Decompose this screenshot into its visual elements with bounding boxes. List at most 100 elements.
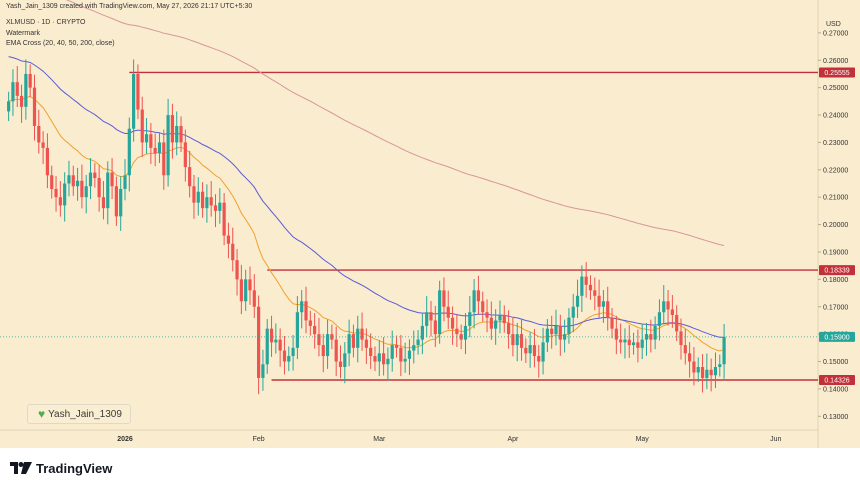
candle-body — [170, 115, 175, 143]
candle-body — [619, 339, 623, 343]
candle-body — [287, 356, 291, 362]
candle-body — [226, 235, 231, 244]
indicator-label[interactable]: EMA Cross (20, 40, 50, 200, close) — [6, 40, 115, 47]
current-price-tag — [819, 331, 855, 342]
candle-body — [28, 73, 32, 88]
candle-body — [502, 314, 506, 324]
candle-body — [369, 347, 373, 357]
candle-body — [114, 186, 118, 217]
candle-body — [498, 314, 502, 321]
candle-body — [511, 334, 515, 346]
candle-body — [705, 369, 709, 378]
candle-body — [75, 180, 80, 187]
candle-body — [588, 284, 593, 291]
y-tick-label: 0.19000 — [823, 249, 848, 256]
candle-body — [399, 347, 403, 362]
candle-body — [300, 301, 304, 313]
candle-body — [528, 345, 532, 354]
candle-body — [123, 175, 127, 189]
candle-body — [63, 183, 67, 206]
candle-body — [584, 276, 588, 285]
candle-body — [235, 260, 239, 280]
symbol-label[interactable]: XLMUSD · 1D · CRYPTO — [6, 19, 86, 26]
candle-body — [351, 334, 356, 348]
candle-body — [330, 334, 334, 340]
candle-body — [377, 353, 381, 362]
candle-body — [644, 334, 649, 340]
y-tick-label: 0.25000 — [823, 85, 848, 92]
footer-background — [0, 448, 860, 483]
level-price-tag — [819, 265, 855, 276]
candle-body — [696, 367, 700, 373]
candle-body — [325, 334, 330, 357]
candle-body — [32, 87, 37, 126]
candle-body — [269, 328, 274, 343]
candle-body — [601, 301, 606, 307]
candle-body — [532, 345, 537, 357]
candle-body — [110, 172, 114, 187]
candle-body — [149, 134, 153, 148]
candle-body — [127, 128, 131, 176]
candle-body — [106, 172, 110, 209]
chart-pane-background — [0, 0, 818, 448]
candle-body — [274, 339, 278, 343]
candle-body — [213, 205, 218, 211]
candle-body — [459, 334, 463, 340]
candle-body — [722, 336, 726, 365]
level-price-label: 0.25555 — [824, 70, 849, 77]
candle-body — [593, 290, 597, 296]
candle-body — [485, 312, 489, 318]
y-tick-label: 0.13000 — [823, 414, 848, 421]
author-box: ♥ Yash_Jain_1309 — [27, 404, 131, 424]
candle-body — [313, 325, 317, 335]
candle-body — [688, 353, 692, 362]
candle-body — [360, 328, 364, 340]
candle-body — [610, 317, 614, 329]
candle-body — [179, 125, 183, 143]
candle-body — [420, 325, 424, 340]
candle-body — [489, 317, 493, 329]
candle-body — [58, 197, 62, 206]
y-tick-label: 0.21000 — [823, 195, 848, 202]
y-tick-label: 0.24000 — [823, 113, 848, 120]
candle-body — [433, 320, 437, 335]
candle-body — [558, 325, 562, 340]
candle-body — [295, 312, 299, 348]
candle-body — [494, 320, 498, 329]
currency-label: USD — [826, 21, 841, 28]
candle-body — [334, 339, 338, 362]
candle-body — [425, 312, 429, 326]
candle-body — [463, 325, 468, 340]
candle-body — [88, 172, 93, 187]
candle-body — [175, 125, 179, 143]
y-tick-label: 0.18000 — [823, 277, 848, 284]
candle-body — [679, 331, 683, 346]
candle-body — [97, 178, 101, 198]
x-tick-label: Apr — [507, 436, 519, 443]
y-tick-label: 0.15000 — [823, 359, 848, 366]
tradingview-logo-icon — [10, 462, 32, 474]
x-tick-label: Feb — [253, 436, 265, 443]
candle-body — [196, 191, 200, 203]
candle-body — [356, 328, 360, 348]
y-tick-label: 0.27000 — [823, 30, 848, 37]
candle-body — [709, 369, 713, 376]
candle-body — [308, 320, 312, 326]
candle-body — [455, 328, 459, 335]
level-price-label: 0.14326 — [824, 377, 849, 384]
candle-body — [468, 312, 472, 326]
tradingview-footer[interactable]: TradingView — [10, 458, 112, 478]
candle-body — [373, 356, 377, 362]
candle-body — [662, 301, 666, 313]
candle-body — [545, 328, 549, 343]
candle-body — [718, 364, 722, 368]
candle-body — [282, 350, 287, 362]
level-price-tag — [819, 374, 855, 385]
tradingview-brand: TradingView — [36, 460, 113, 476]
candle-body — [438, 290, 442, 335]
candle-body — [446, 306, 450, 318]
candle-body — [407, 350, 412, 359]
candle-body — [386, 358, 390, 365]
y-tick-label: 0.20000 — [823, 222, 848, 229]
